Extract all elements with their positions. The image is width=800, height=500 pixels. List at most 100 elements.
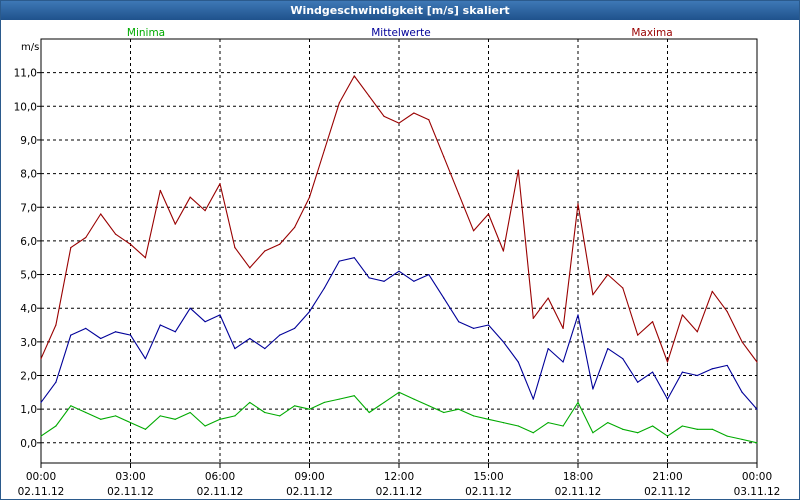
- x-tick-time-label: 09:00: [294, 471, 324, 483]
- data-point-minima: [338, 398, 340, 400]
- data-point-mittelwerte: [607, 347, 609, 350]
- data-point-maxima: [264, 250, 266, 252]
- data-point-mittelwerte: [592, 388, 594, 390]
- data-point-maxima: [279, 243, 281, 245]
- data-point-mittelwerte: [651, 371, 654, 373]
- x-tick-date-label: 03.11.12: [734, 486, 781, 498]
- data-point-maxima: [159, 189, 161, 192]
- x-tick-date-label: 02.11.12: [376, 486, 423, 498]
- data-point-minima: [114, 415, 117, 417]
- y-tick-label: 1,0: [20, 404, 37, 416]
- data-point-minima: [398, 391, 400, 393]
- data-point-minima: [696, 428, 698, 430]
- data-point-minima: [577, 401, 579, 404]
- data-point-maxima: [234, 247, 236, 249]
- data-point-maxima: [114, 233, 117, 235]
- data-point-mittelwerte: [279, 334, 281, 336]
- data-point-maxima: [681, 314, 684, 316]
- data-point-minima: [622, 428, 624, 430]
- data-point-maxima: [368, 95, 370, 97]
- data-point-mittelwerte: [40, 401, 42, 404]
- data-point-maxima: [40, 358, 42, 360]
- data-point-minima: [592, 432, 594, 434]
- data-point-mittelwerte: [85, 327, 87, 329]
- data-point-minima: [219, 418, 221, 420]
- data-point-maxima: [577, 203, 579, 205]
- series-lines: [40, 75, 758, 444]
- data-point-maxima: [637, 334, 639, 336]
- data-point-maxima: [726, 310, 728, 313]
- data-point-maxima: [174, 223, 176, 225]
- data-point-minima: [607, 422, 609, 424]
- data-point-maxima: [592, 294, 594, 296]
- data-point-minima: [174, 418, 176, 420]
- data-point-maxima: [383, 115, 385, 117]
- data-point-minima: [756, 442, 758, 444]
- data-point-maxima: [144, 257, 147, 259]
- data-point-minima: [293, 405, 296, 407]
- data-point-mittelwerte: [547, 347, 549, 350]
- data-point-maxima: [100, 213, 102, 215]
- data-point-mittelwerte: [204, 321, 206, 323]
- data-point-maxima: [517, 169, 519, 171]
- data-point-minima: [428, 405, 430, 407]
- data-point-minima: [159, 415, 161, 417]
- data-point-minima: [562, 425, 564, 427]
- data-point-mittelwerte: [114, 331, 117, 333]
- data-point-minima: [666, 435, 669, 437]
- data-point-maxima: [622, 287, 624, 289]
- data-point-maxima: [532, 317, 534, 319]
- data-point-minima: [517, 425, 519, 427]
- data-point-maxima: [666, 361, 669, 363]
- data-point-maxima: [443, 156, 445, 158]
- x-tick-time-label: 15:00: [473, 471, 503, 483]
- data-point-mittelwerte: [323, 287, 326, 289]
- data-point-minima: [458, 408, 460, 410]
- data-point-maxima: [741, 341, 743, 343]
- data-point-maxima: [338, 102, 340, 104]
- y-axis-unit-label: m/s: [21, 42, 39, 53]
- data-point-maxima: [219, 183, 221, 185]
- data-point-maxima: [323, 149, 326, 151]
- data-point-mittelwerte: [666, 398, 669, 400]
- y-tick-label: 5,0: [20, 270, 37, 282]
- data-point-mittelwerte: [174, 331, 176, 333]
- x-tick-date-label: 02.11.12: [644, 486, 691, 498]
- data-point-mittelwerte: [487, 324, 490, 326]
- data-point-minima: [532, 432, 534, 434]
- data-point-mittelwerte: [711, 368, 713, 370]
- data-point-mittelwerte: [622, 358, 624, 360]
- data-point-maxima: [487, 213, 490, 215]
- data-point-mittelwerte: [502, 341, 505, 343]
- y-tick-label: 2,0: [20, 371, 37, 383]
- data-point-mittelwerte: [338, 260, 340, 262]
- data-point-minima: [55, 425, 57, 427]
- data-point-mittelwerte: [293, 327, 296, 329]
- y-tick-label: 11,0: [14, 68, 37, 80]
- data-point-maxima: [204, 210, 206, 212]
- data-point-maxima: [413, 112, 415, 114]
- data-point-minima: [443, 411, 445, 414]
- x-tick-time-label: 21:00: [652, 471, 682, 483]
- data-point-minima: [264, 411, 266, 414]
- data-point-minima: [472, 415, 475, 417]
- data-point-maxima: [249, 267, 251, 269]
- data-point-minima: [741, 438, 743, 441]
- data-point-minima: [249, 401, 251, 404]
- data-point-minima: [323, 401, 326, 404]
- data-point-mittelwerte: [428, 273, 430, 276]
- y-tick-label: 3,0: [20, 337, 37, 349]
- data-point-maxima: [547, 297, 549, 299]
- data-point-maxima: [651, 321, 654, 323]
- y-tick-label: 6,0: [20, 236, 37, 248]
- data-point-mittelwerte: [70, 334, 72, 336]
- data-point-mittelwerte: [681, 371, 684, 373]
- legend: Minima Mittelwerte Maxima: [127, 27, 673, 39]
- data-point-maxima: [756, 361, 758, 363]
- data-point-mittelwerte: [398, 270, 400, 272]
- data-point-minima: [637, 432, 639, 434]
- data-point-maxima: [711, 290, 713, 292]
- data-point-minima: [368, 411, 370, 414]
- data-point-mittelwerte: [144, 358, 147, 360]
